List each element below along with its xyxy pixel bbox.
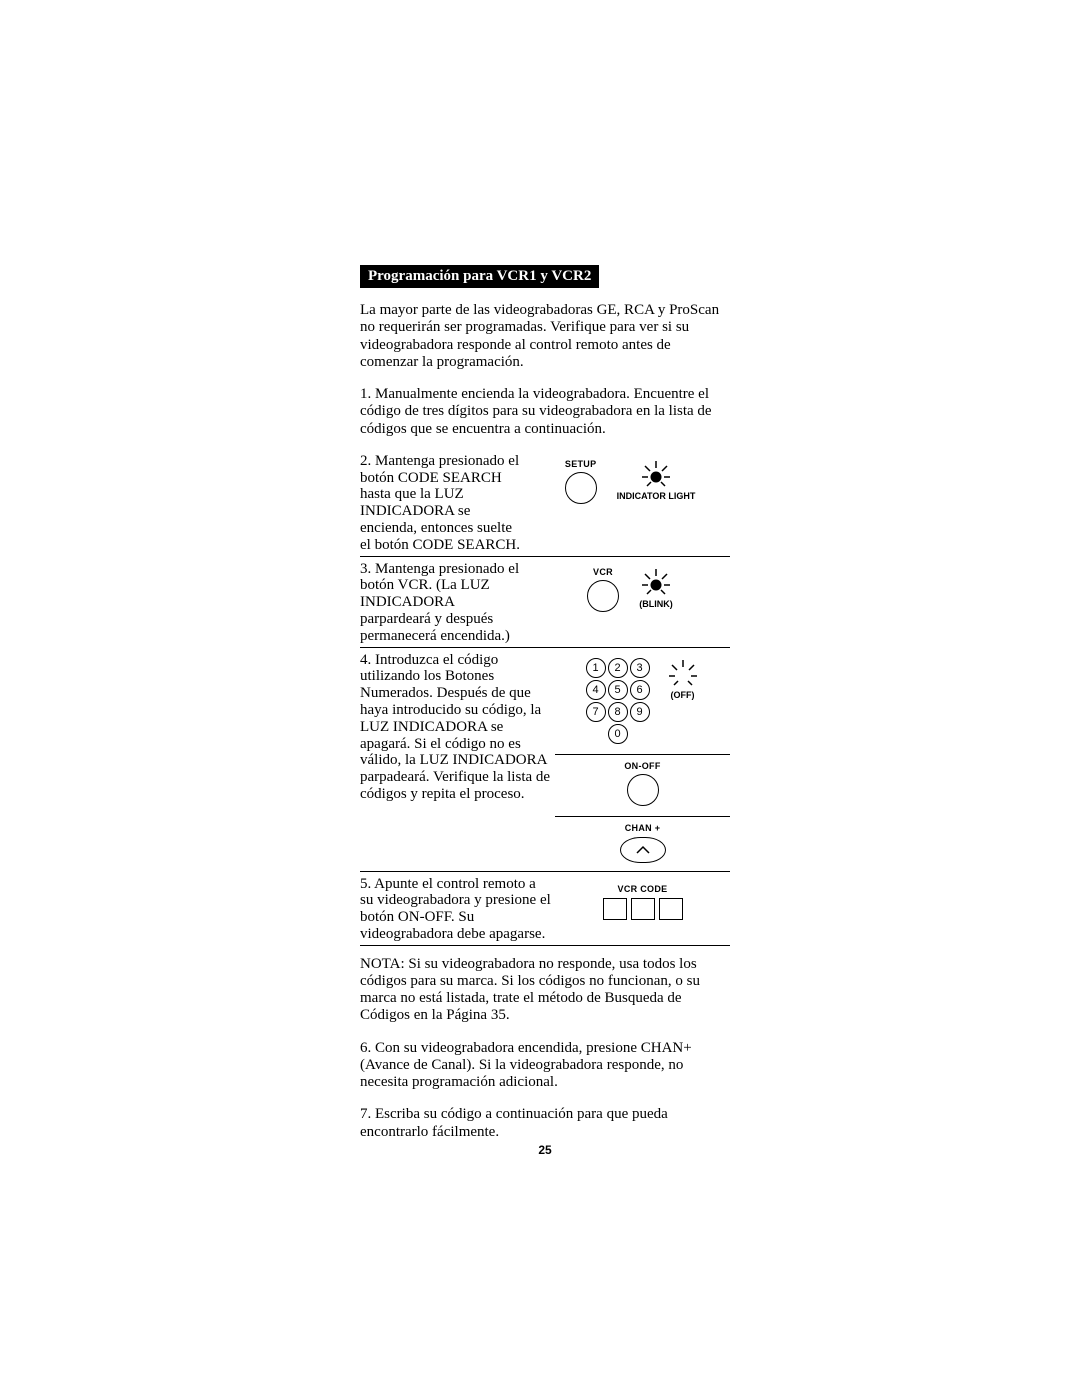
light-off-icon: [666, 658, 700, 688]
key-4: 4: [586, 680, 606, 700]
off-light-group: (OFF): [666, 658, 700, 701]
key-7: 7: [586, 702, 606, 722]
step-6-text: 6. Con su videograbadora encendida, pres…: [360, 1040, 730, 1092]
key-6: 6: [630, 680, 650, 700]
key-2: 2: [608, 658, 628, 678]
onoff-button-group: ON-OFF: [555, 754, 730, 806]
step-1-text: 1. Manualmente encienda la videograbador…: [360, 386, 730, 438]
key-9: 9: [630, 702, 650, 722]
key-8: 8: [608, 702, 628, 722]
section-header: Programación para VCR1 y VCR2: [360, 265, 599, 288]
vcr-code-label: VCR CODE: [618, 884, 668, 894]
step-3-text: 3. Mantenga presionado el botón VCR. (La…: [360, 561, 530, 645]
note-paragraph: NOTA: Si su videograbadora no responde, …: [360, 956, 730, 1025]
key-3: 3: [630, 658, 650, 678]
setup-button-group: SETUP: [565, 459, 597, 504]
vcr-button: [587, 580, 619, 612]
onoff-button: [627, 774, 659, 806]
step-4-graphic: 1 2 3 4 5 6 7 8 9 0: [555, 652, 730, 869]
setup-button: [565, 472, 597, 504]
light-on-icon: [639, 459, 673, 489]
step-5-graphic: VCR CODE: [555, 876, 730, 930]
blink-label: (BLINK): [639, 600, 673, 610]
step-7-text: 7. Escriba su código a continuación para…: [360, 1106, 730, 1141]
step-2-row: 2. Mantenga presionado el botón CODE SEA…: [360, 453, 730, 557]
code-box-2: [631, 898, 655, 920]
off-label: (OFF): [671, 691, 695, 701]
vcr-code-box-group: VCR CODE: [603, 882, 683, 930]
vcr-button-group: VCR: [587, 567, 619, 612]
chan-button-group: CHAN +: [555, 816, 730, 869]
step-3-row: 3. Mantenga presionado el botón VCR. (La…: [360, 561, 730, 648]
key-5: 5: [608, 680, 628, 700]
setup-label: SETUP: [565, 459, 597, 469]
indicator-light-group: INDICATOR LIGHT: [617, 459, 696, 502]
chan-up-button: [620, 837, 666, 863]
vcr-label: VCR: [593, 567, 613, 577]
chevron-up-icon: [635, 845, 651, 855]
step-4-row: 4. Introduzca el código utilizando los B…: [360, 652, 730, 872]
manual-page: Programación para VCR1 y VCR2 La mayor p…: [0, 0, 1080, 1397]
page-number: 25: [360, 1143, 730, 1157]
blink-light-group: (BLINK): [639, 567, 673, 610]
step-3-graphic: VCR: [530, 561, 730, 612]
key-0: 0: [608, 724, 628, 744]
step-2-text: 2. Mantenga presionado el botón CODE SEA…: [360, 453, 530, 554]
code-boxes: [603, 898, 683, 920]
key-1: 1: [586, 658, 606, 678]
indicator-light-label: INDICATOR LIGHT: [617, 492, 696, 502]
step-5-text: 5. Apunte el control remoto a su videogr…: [360, 876, 555, 943]
content-column: Programación para VCR1 y VCR2 La mayor p…: [360, 265, 730, 1157]
step-4-text: 4. Introduzca el código utilizando los B…: [360, 652, 555, 803]
keypad: 1 2 3 4 5 6 7 8 9 0: [586, 658, 650, 744]
code-box-1: [603, 898, 627, 920]
intro-paragraph: La mayor parte de las videograbadoras GE…: [360, 302, 730, 371]
step-2-graphic: SETUP: [530, 453, 730, 504]
light-blink-icon: [639, 567, 673, 597]
step-5-row: 5. Apunte el control remoto a su videogr…: [360, 876, 730, 946]
chan-label: CHAN +: [625, 823, 661, 833]
onoff-label: ON-OFF: [624, 761, 660, 771]
code-box-3: [659, 898, 683, 920]
